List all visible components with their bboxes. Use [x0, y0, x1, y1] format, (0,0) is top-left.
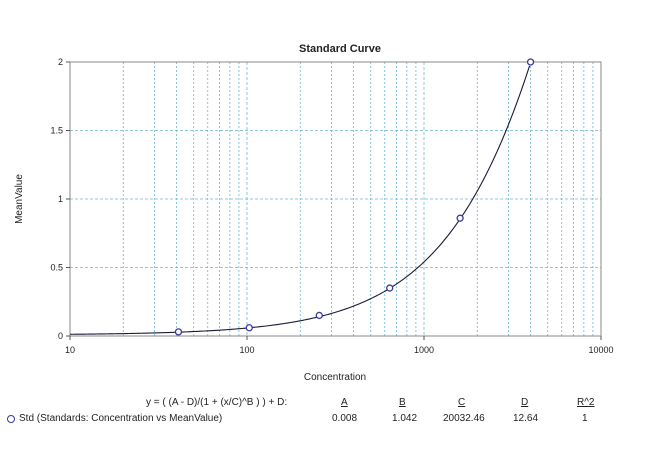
y-tick-label: 1.5 — [50, 126, 63, 136]
standard-curve-chart: Standard Curve 10 100 1000 10000 0 0.5 1 1.5 2 C… — [14, 43, 614, 383]
x-tick-label: 10 — [65, 345, 75, 355]
y-axis-label: MeanValue — [14, 174, 25, 224]
x-axis-label: Concentration — [304, 372, 366, 383]
axis-layer: 10 100 1000 10000 0 0.5 1 1.5 2 — [50, 57, 613, 355]
x-tick-label: 100 — [239, 345, 254, 355]
stats-value-d: 12.64 — [513, 413, 539, 424]
data-point — [245, 324, 253, 332]
x-tick-label: 1000 — [414, 345, 434, 355]
data-point — [174, 328, 183, 336]
x-tick-label: 10000 — [588, 345, 613, 355]
legend-marker-icon — [7, 415, 15, 423]
data-point — [386, 284, 394, 292]
legend-series-label: Std (Standards: Concentration vs MeanVal… — [19, 413, 223, 424]
y-tick-label: 0 — [58, 331, 63, 341]
grid-layer — [70, 62, 601, 336]
chart-title: Standard Curve — [299, 43, 381, 55]
data-point — [456, 214, 464, 222]
fit-curve — [69, 65, 531, 335]
stats-value-c: 20032.46 — [443, 413, 485, 424]
y-tick-label: 1 — [58, 194, 63, 204]
stats-value-b: 1.042 — [392, 413, 418, 424]
y-tick-label: 0.5 — [50, 263, 63, 273]
data-point — [526, 58, 535, 66]
y-tick-label: 2 — [58, 57, 63, 67]
point-layer — [174, 58, 535, 336]
stats-value-a: 0.008 — [332, 413, 358, 424]
data-point — [315, 311, 323, 320]
stats-value-r2: 1 — [582, 413, 588, 424]
